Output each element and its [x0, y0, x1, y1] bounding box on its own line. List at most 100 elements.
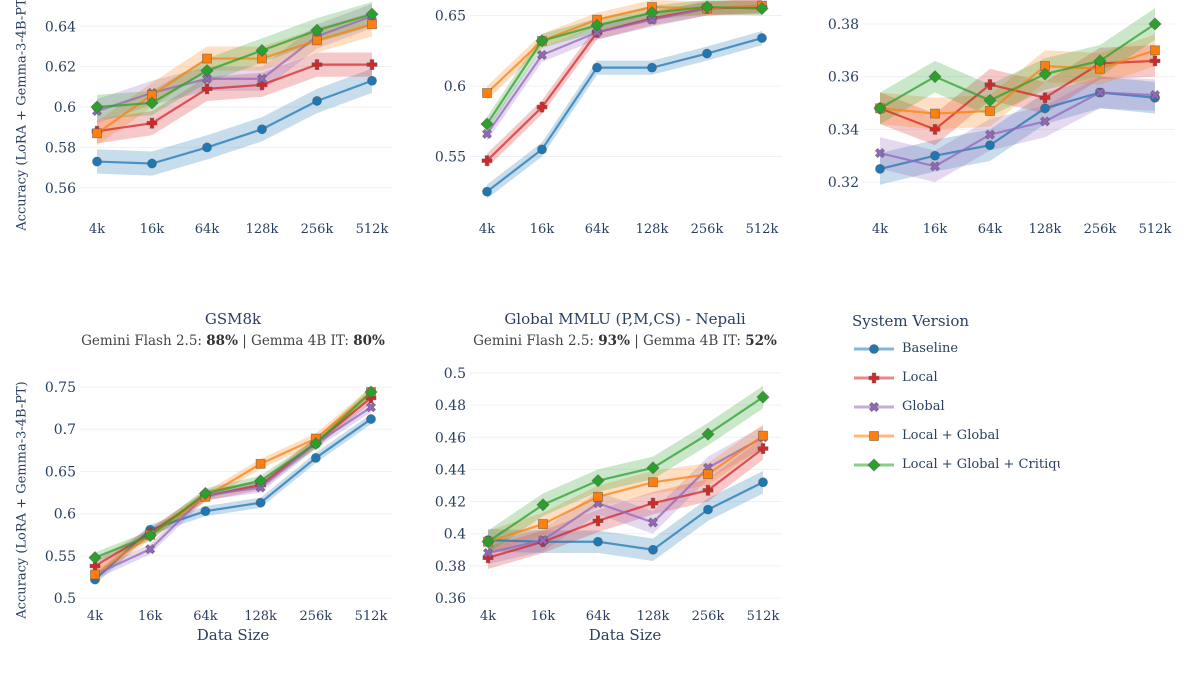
x-tick-label: 16k — [138, 609, 163, 624]
data-point — [928, 70, 942, 84]
subplot-3: 0.32 0.34 0.36 0.38 4k 16k 64k 128k 256k 512k — [828, 8, 1175, 237]
data-point — [873, 101, 887, 115]
data-point — [645, 6, 659, 20]
data-point — [984, 129, 996, 140]
confidence-band — [880, 76, 1155, 183]
circle-marker-icon — [854, 343, 894, 354]
data-point — [875, 163, 885, 174]
x-tick-label: 4k — [479, 222, 495, 237]
data-point — [90, 100, 104, 114]
confidence-band — [95, 386, 371, 580]
data-point — [702, 484, 714, 496]
data-point — [648, 477, 658, 488]
legend-item[interactable]: Global — [852, 392, 1060, 421]
series-line — [879, 91, 1156, 168]
y-tick-label: 0.55 — [435, 149, 466, 165]
data-point — [929, 123, 941, 135]
data-point — [930, 108, 940, 119]
cross-marker-icon — [854, 372, 894, 383]
panel-title-gsm8k: GSM8k — [204, 310, 262, 328]
legend-marker — [868, 401, 880, 412]
data-point — [145, 96, 159, 110]
series-line — [486, 36, 763, 193]
y-tick-label: 0.48 — [435, 398, 466, 414]
data-point — [90, 569, 100, 580]
data-point — [701, 427, 715, 441]
data-point — [983, 93, 997, 107]
legend-marker — [869, 430, 879, 441]
x-tick-label: 512k — [356, 222, 389, 237]
y-tick-label: 0.44 — [435, 462, 466, 478]
legend-label: Local — [902, 370, 938, 385]
confidence-band — [97, 4, 372, 124]
legend-item[interactable]: Local + Global + Critique — [852, 450, 1060, 479]
confidence-band — [97, 52, 372, 144]
x-tick-label: 128k — [244, 609, 277, 624]
data-point — [592, 515, 604, 527]
data-point — [985, 140, 995, 151]
y-tick-label: 0.36 — [435, 591, 466, 607]
data-point — [647, 62, 657, 73]
y-tick-label: 0.62 — [45, 60, 76, 76]
data-point — [200, 506, 211, 517]
panel-subtitle-mmlu: Gemini Flash 2.5: 93% | Gemma 4B IT: 52% — [473, 333, 777, 349]
data-point — [312, 96, 322, 106]
legend-item[interactable]: Local + Global — [852, 421, 1060, 450]
data-point — [367, 75, 377, 86]
y-tick-label: 0.46 — [435, 430, 466, 446]
data-point — [482, 186, 492, 197]
data-point — [538, 519, 548, 529]
data-point — [310, 453, 321, 463]
square-marker-icon — [854, 430, 894, 441]
legend-item[interactable]: Local — [852, 363, 1060, 392]
data-point — [255, 43, 269, 58]
subtitle-text: Gemini Flash 2.5: — [81, 333, 207, 349]
subplot-4: 0.5 0.55 0.6 0.65 0.7 0.75 4k 16k 64k 128k 256k 512… — [45, 380, 392, 624]
data-point — [592, 62, 602, 73]
data-point — [200, 64, 214, 78]
legend-item[interactable]: Baseline — [852, 334, 1060, 363]
series-line — [487, 434, 764, 543]
legend-label: Local + Global — [902, 428, 1000, 443]
data-point — [590, 18, 604, 32]
series-line — [879, 59, 1156, 131]
data-point — [700, 0, 714, 14]
data-point — [648, 544, 658, 555]
data-point — [537, 144, 547, 155]
data-point — [1148, 17, 1162, 31]
x-tick-label: 64k — [978, 222, 1003, 237]
x-tick-label: 64k — [586, 609, 611, 624]
diamond-marker-icon — [854, 457, 894, 472]
data-point — [702, 48, 712, 59]
subplot-5: 0.36 0.38 0.4 0.42 0.44 0.46 0.48 0.5 4k 16k 64k 12… — [435, 366, 782, 624]
confidence-band — [95, 386, 371, 563]
y-tick-label: 0.65 — [45, 464, 76, 480]
data-point — [255, 458, 266, 469]
x-tick-label: 4k — [872, 222, 888, 237]
series-line — [879, 23, 1156, 110]
y-tick-label: 0.6 — [444, 79, 466, 95]
panel-title-mmlu: Global MMLU (P,M,CS) - Nepali — [504, 310, 746, 328]
series-line — [487, 396, 764, 543]
data-point — [143, 529, 157, 543]
confidence-band — [880, 34, 1155, 130]
legend-marker — [868, 372, 880, 383]
y-axis-title-bottom-left: Accuracy (LoRA + Gemma-3-4B-PT) — [14, 381, 30, 619]
x-tick-label: 16k — [530, 222, 555, 237]
data-point — [758, 477, 768, 488]
legend-label: Local + Global + Critique — [902, 457, 1060, 472]
data-point — [365, 402, 377, 413]
data-point — [1038, 67, 1052, 81]
legend-label: Global — [902, 399, 945, 414]
x-tick-label: 512k — [747, 609, 780, 624]
data-point — [1039, 116, 1051, 127]
y-tick-label: 0.38 — [828, 17, 859, 33]
legend-marker — [867, 457, 881, 472]
subplot-1: 0.56 0.58 0.6 0.62 0.64 4k 16k 64k 128k 256k 512k — [45, 2, 392, 237]
x-tick-label: 512k — [355, 609, 388, 624]
data-point — [535, 34, 549, 48]
x-axis-title-gsm8k: Data Size — [196, 626, 270, 644]
data-point — [92, 156, 102, 167]
data-point — [755, 1, 769, 16]
y-tick-label: 0.5 — [54, 591, 76, 607]
